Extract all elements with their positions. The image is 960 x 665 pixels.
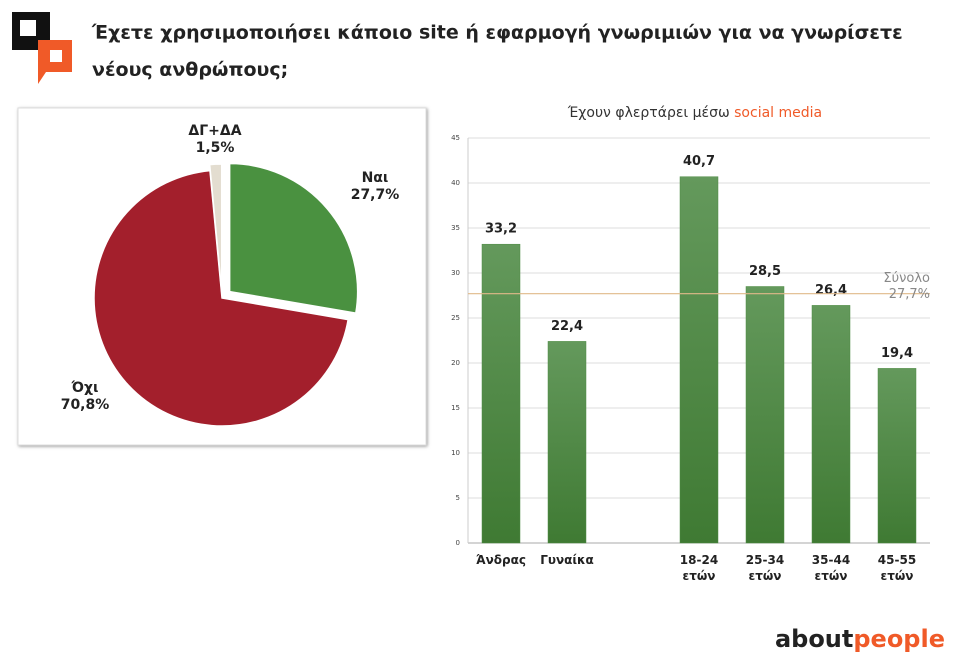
brand-part: people	[853, 625, 945, 653]
x-tick-label-line: Άνδρας	[476, 553, 526, 567]
pie-label: Ναι	[362, 170, 389, 186]
bar	[679, 176, 719, 544]
chart-title-part: Έχουν φλερτάρει μέσω	[567, 105, 730, 121]
value-label: 22,4	[551, 319, 583, 334]
reference-label: 27,7%	[889, 287, 930, 302]
y-tick-label: 35	[451, 224, 460, 232]
x-tick-label-line: ετών	[683, 569, 716, 583]
bar-chart: Έχουν φλερτάρει μέσω social media 0 5 10 15 2…	[451, 105, 930, 583]
brand: aboutpeople	[775, 625, 945, 653]
bar	[877, 368, 917, 544]
x-tick-label-line: 45-55	[878, 553, 916, 567]
x-tick-label-line: 35-44	[812, 553, 850, 567]
bar	[811, 305, 851, 544]
pie-value-label: 70,8%	[61, 397, 110, 413]
chart-title: Έχουν φλερτάρει μέσω social media	[567, 105, 822, 121]
x-tick-label: Γυναίκα	[540, 553, 594, 567]
value-label: 26,4	[815, 283, 847, 298]
title-line: νέους ανθρώπους;	[92, 59, 288, 81]
y-tick-label: 20	[451, 359, 460, 367]
pie-slice	[93, 169, 350, 427]
pie-label: Όχι	[71, 380, 99, 396]
x-tick-label-line: 25-34	[746, 553, 784, 567]
x-tick-label-line: Γυναίκα	[540, 553, 594, 567]
x-tick-label: 18-24 ετών	[680, 553, 718, 583]
x-tick-label: 35-44 ετών	[812, 553, 850, 583]
y-tick-label: 0	[456, 539, 460, 547]
x-tick-label-line: 18-24	[680, 553, 718, 567]
x-tick-label: 25-34 ετών	[746, 553, 784, 583]
chart-title-part: social media	[734, 105, 822, 121]
bar	[745, 286, 785, 544]
reference-name: Σύνολο	[883, 271, 930, 286]
y-tick-label: 30	[451, 269, 460, 277]
y-tick-label: 15	[451, 404, 460, 412]
pie-value-label: 1,5%	[196, 140, 235, 156]
x-tick-label-line: ετών	[815, 569, 848, 583]
x-tick-label-line: ετών	[881, 569, 914, 583]
value-label: 19,4	[881, 346, 913, 361]
y-tick-label: 40	[451, 179, 460, 187]
value-label: 40,7	[683, 154, 715, 169]
y-tick-label: 45	[451, 134, 460, 142]
pie-slice	[228, 162, 359, 315]
y-tick-label: 10	[451, 449, 460, 457]
y-tick-label: 5	[456, 494, 460, 502]
bar	[547, 341, 587, 544]
value-label: 33,2	[485, 222, 517, 237]
x-tick-label-line: ετών	[749, 569, 782, 583]
pie-label: ΔΓ+ΔΑ	[188, 123, 241, 139]
pie-value-label: 27,7%	[351, 187, 400, 203]
y-tick-label: 25	[451, 314, 460, 322]
bar	[481, 243, 521, 544]
logo	[12, 12, 72, 84]
title-line: Έχετε χρησιμοποιήσει κάποιο site ή εφαρμ…	[91, 22, 903, 44]
brand-part: about	[775, 625, 853, 653]
pie-slice	[208, 163, 223, 293]
x-tick-label: Άνδρας	[476, 553, 526, 567]
value-label: 28,5	[749, 264, 781, 279]
x-tick-label: 45-55 ετών	[878, 553, 916, 583]
